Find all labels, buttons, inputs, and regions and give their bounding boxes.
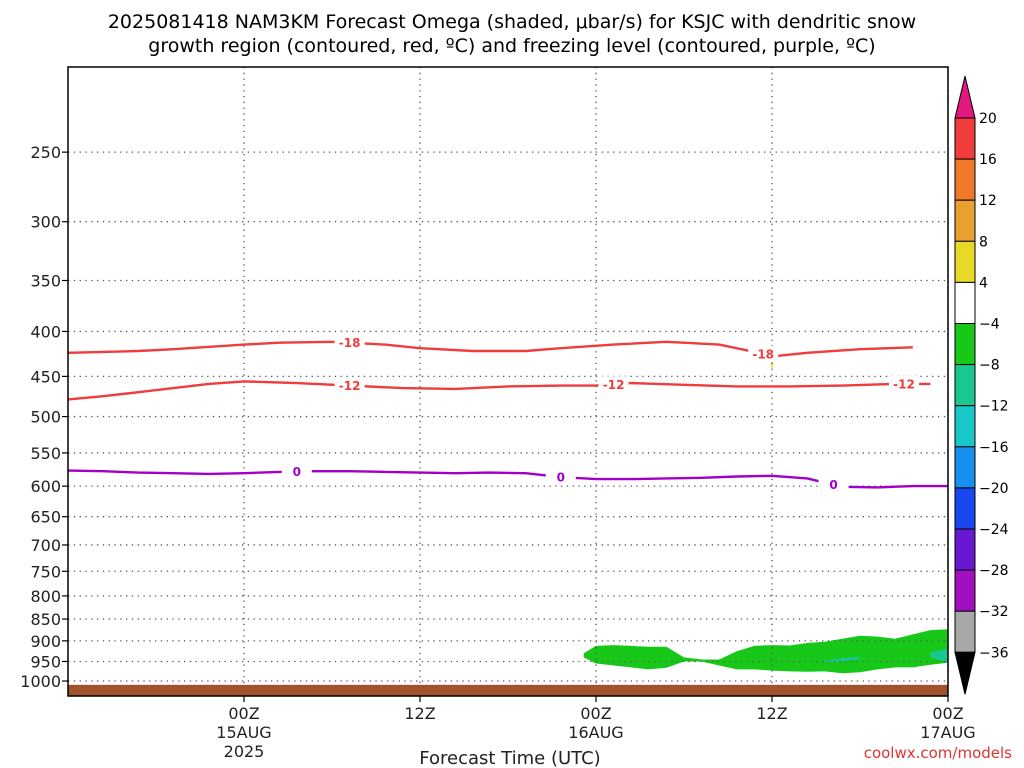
y-tick-label-550: 550 <box>30 444 61 463</box>
colorbar-bottom-arrow <box>954 651 976 695</box>
colorbar-label-10: −24 <box>979 522 1009 538</box>
contour-label-bg-0-0 <box>281 463 312 480</box>
colorbar-segment-11 <box>954 569 976 612</box>
contour-label--12-0: -12 <box>339 379 361 393</box>
colorbar-segment-7 <box>954 405 976 448</box>
colorbar-label-7: −12 <box>979 399 1009 415</box>
y-tick-label-1000: 1000 <box>20 672 61 691</box>
chart-title-line-2: growth region (contoured, red, ºC) and f… <box>148 35 875 57</box>
ground-terrain <box>68 684 948 696</box>
colorbar-top-arrow <box>954 75 976 119</box>
contour-label--18-1: -18 <box>752 348 774 362</box>
y-tick-label-750: 750 <box>30 562 61 581</box>
colorbar-segment-2 <box>954 199 976 242</box>
colorbar-segment-12 <box>954 610 976 653</box>
colorbar-segment-5 <box>954 323 976 366</box>
colorbar-label-6: −8 <box>979 358 1000 374</box>
colorbar-segment-8 <box>954 446 976 489</box>
contour-label-bg--18-0 <box>334 334 365 351</box>
contour-label-0-1: 0 <box>557 471 565 485</box>
x-tick-label-0-2: 15AUG <box>216 723 271 742</box>
colorbar-label-9: −20 <box>979 481 1009 497</box>
contour-label--12-1: -12 <box>603 378 625 392</box>
plot-area <box>68 67 948 696</box>
colorbar-label-5: −4 <box>979 317 1000 333</box>
x-tick-label-20-2: 16AUG <box>568 723 623 742</box>
y-tick-label-300: 300 <box>30 213 61 232</box>
contour-label-bg--12-1 <box>598 376 629 393</box>
y-tick-label-650: 650 <box>30 508 61 527</box>
temperature-contours: -18 -18 -12 -12 -12 0 0 0 <box>67 334 948 493</box>
colorbar-segment-10 <box>954 528 976 571</box>
colorbar-label-0: 20 <box>979 111 997 127</box>
colorbar-label-8: −16 <box>979 440 1009 456</box>
x-axis-label: Forecast Time (UTC) <box>419 748 600 768</box>
x-tick-label-30-1: 12Z <box>756 704 787 723</box>
colorbar-segment-1 <box>954 158 976 201</box>
y-tick-label-400: 400 <box>30 322 61 341</box>
plot-border <box>67 66 949 697</box>
colorbar-label-1: 16 <box>979 152 997 168</box>
colorbar-label-3: 8 <box>979 234 988 250</box>
x-tick-label-0-1: 00Z <box>228 704 259 723</box>
x-tick-label-40-2: 17AUG <box>920 723 975 742</box>
y-tick-label-350: 350 <box>30 272 61 291</box>
omega-colorbar: 20 16 12 8 4 −4 −8 −12 −16 −20 −24 −28 −32 −36 <box>954 75 1009 695</box>
chart-title-line-1: 2025081418 NAM3KM Forecast Omega (shaded… <box>108 11 916 33</box>
contour-label-bg--12-2 <box>889 375 919 392</box>
y-tick-label-600: 600 <box>30 477 61 496</box>
y-tick-label-450: 450 <box>30 367 61 386</box>
colorbar-segment-9 <box>954 487 976 530</box>
contour-line-0 <box>67 469 948 489</box>
y-tick-label-250: 250 <box>30 143 61 162</box>
contour-label--18-0: -18 <box>339 336 361 350</box>
contour-label-bg--18-1 <box>748 346 779 363</box>
colorbar-label-2: 12 <box>979 193 997 209</box>
y-tick-label-500: 500 <box>30 408 61 427</box>
contour-label-0-2: 0 <box>829 478 837 492</box>
y-tick-label-800: 800 <box>30 587 61 606</box>
y-tick-label-850: 850 <box>30 610 61 629</box>
pressure-axis: 250 300 350 400 450 500 550 600 650 700 750 800 850 9… <box>20 143 68 691</box>
colorbar-label-11: −28 <box>979 563 1009 579</box>
contour-label-bg--12-0 <box>334 377 365 394</box>
contour-line--12 <box>67 380 931 401</box>
colorbar-label-4: 4 <box>979 275 988 291</box>
colorbar-segment-4 <box>954 281 976 324</box>
colorbar-segment-0 <box>954 117 976 160</box>
y-tick-label-700: 700 <box>30 536 61 555</box>
contour-label-bg-0-2 <box>818 476 849 493</box>
plot-background <box>68 67 948 696</box>
x-tick-label-0-3: 2025 <box>224 742 265 761</box>
contour-label-bg-0-1 <box>545 469 576 486</box>
x-tick-label-20-1: 00Z <box>580 704 611 723</box>
colorbar-label-12: −32 <box>979 604 1009 620</box>
x-tick-label-10-1: 12Z <box>404 704 435 723</box>
contour-label-0-0: 0 <box>293 465 301 479</box>
y-tick-label-900: 900 <box>30 632 61 651</box>
colorbar-segment-6 <box>954 364 976 407</box>
contour-label--12-2: -12 <box>893 377 915 391</box>
credit-text: coolwx.com/models <box>864 744 1012 762</box>
x-tick-label-40-1: 00Z <box>932 704 963 723</box>
y-tick-label-950: 950 <box>30 652 61 671</box>
colorbar-segment-3 <box>954 240 976 283</box>
colorbar-label-13: −36 <box>979 645 1009 661</box>
omega-region-2 <box>930 647 948 664</box>
plot-frame <box>67 66 949 697</box>
